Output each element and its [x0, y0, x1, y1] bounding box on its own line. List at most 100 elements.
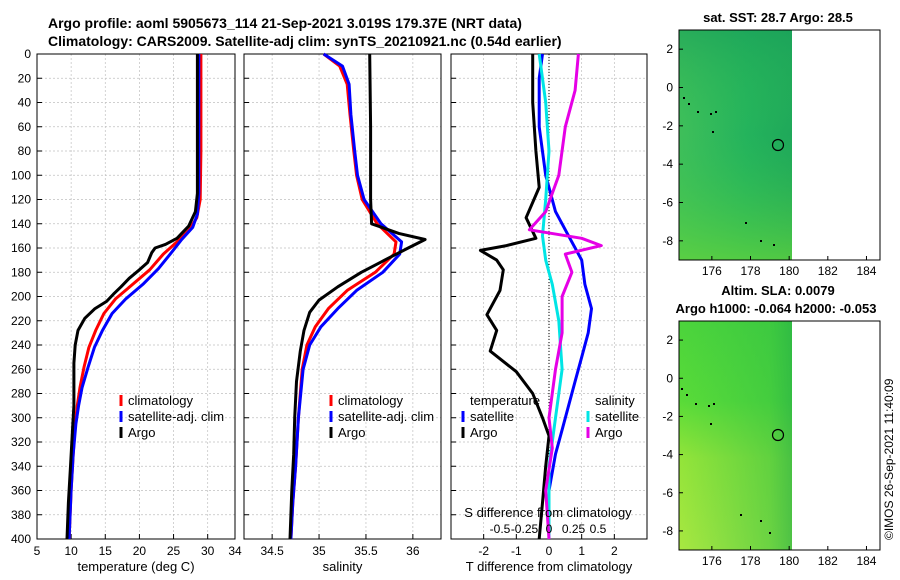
s-tick-label: 0.5	[590, 522, 607, 536]
s-difference-label: S difference from climatology	[464, 505, 632, 520]
s-tick-label: 0.25	[562, 522, 586, 536]
x-tick-label: 5	[34, 544, 41, 558]
x-tick-label: 20	[133, 544, 147, 558]
depth-tick-label: 120	[11, 193, 31, 207]
legend-label-climatology: climatology	[338, 393, 404, 408]
x-tick-label: 36	[406, 544, 420, 558]
depth-tick-label: 60	[18, 120, 32, 134]
sla-map-title-1: Altim. SLA: 0.0079	[721, 283, 834, 298]
s-tick-label: -0.5	[490, 522, 511, 536]
depth-tick-label: 40	[18, 96, 32, 110]
depth-tick-label: 0	[24, 47, 31, 61]
map-x-tick-label: 180	[779, 554, 799, 568]
depth-tick-label: 380	[11, 508, 31, 522]
legend-title-salinity: salinity	[595, 393, 635, 408]
map-y-tick-label: -4	[662, 448, 673, 462]
map-y-tick-label: -8	[662, 234, 673, 248]
map-y-tick-label: 2	[666, 333, 673, 347]
depth-tick-label: 320	[11, 435, 31, 449]
sst-map-ticks: 176 178 180 182 184 2 0 -2 -4 -6 -8	[662, 42, 876, 278]
series-line-temperature-argo	[478, 54, 551, 540]
map-x-tick-label: 182	[818, 264, 838, 278]
series-line-salinity-argo	[527, 53, 603, 540]
map-x-tick-label: 184	[856, 264, 876, 278]
map-y-tick-label: 0	[666, 371, 673, 385]
map-y-tick-label: 2	[666, 42, 673, 56]
s-tick-label: 0	[546, 522, 553, 536]
temperature-legend: climatology satellite-adj. clim Argo	[119, 393, 224, 440]
legend-label-satellite: satellite-adj. clim	[128, 409, 224, 424]
x-axis-label: salinity	[323, 559, 363, 574]
map-y-tick-label: -4	[662, 157, 673, 171]
sla-map-title-2: Argo h1000: -0.064 h2000: -0.053	[676, 301, 877, 316]
series-line-salinity-satellite	[537, 53, 564, 539]
sla-map-ticks: 176 178 180 182 184 2 0 -2 -4 -6 -8	[662, 333, 876, 568]
title-line-1: Argo profile: aoml 5905673_114 21-Sep-20…	[48, 15, 522, 31]
difference-panel: -2 -1 0 1 2T difference from climatology	[450, 53, 648, 574]
x-tick-label: 25	[167, 544, 181, 558]
map-x-tick-label: 176	[702, 554, 722, 568]
x-tick-label: 35	[312, 544, 326, 558]
map-y-tick-label: 0	[666, 81, 673, 95]
depth-tick-label: 80	[18, 144, 32, 158]
salinity-panel: 34.5 35 35.5 36 salinity	[243, 52, 442, 574]
series-line-argo	[288, 53, 427, 540]
sst-map: 176 178 180 182 184 2 0 -2 -4 -6 -8	[662, 29, 881, 278]
x-tick-label: 10	[64, 544, 78, 558]
x-tick-label: 34.5	[260, 544, 284, 558]
argo-position-marker	[771, 138, 785, 152]
x-axis-label: T difference from climatology	[466, 559, 633, 574]
map-y-tick-label: -8	[662, 524, 673, 538]
sst-map-title: sat. SST: 28.7 Argo: 28.5	[703, 10, 853, 25]
x-tick-label: 15	[99, 544, 113, 558]
map-y-tick-label: -6	[662, 196, 673, 210]
x-tick-label: 30	[201, 544, 215, 558]
legend-label-s-satellite: satellite	[595, 409, 639, 424]
x-tick-label: -1	[511, 544, 522, 558]
legend-title-temperature: temperature	[470, 393, 540, 408]
map-x-tick-label: 178	[740, 264, 760, 278]
legend-label-t-argo: Argo	[470, 425, 497, 440]
legend-label-satellite: satellite-adj. clim	[338, 409, 434, 424]
sla-islands	[681, 388, 771, 534]
x-tick-label: 1	[578, 544, 585, 558]
series-line-satellite-adj-clim	[67, 54, 201, 540]
s-tick-label: -0.25	[511, 522, 539, 536]
legend-label-argo: Argo	[128, 425, 155, 440]
map-x-tick-label: 176	[702, 264, 722, 278]
depth-tick-label: 240	[11, 338, 31, 352]
map-x-tick-label: 180	[779, 264, 799, 278]
legend-label-t-satellite: satellite	[470, 409, 514, 424]
salinity-legend: climatology satellite-adj. clim Argo	[329, 393, 434, 440]
s-difference-ticks: -0.5 -0.25 0 0.25 0.5	[490, 522, 607, 536]
legend-label-climatology: climatology	[128, 393, 194, 408]
argo-position-marker	[771, 428, 785, 442]
map-x-tick-label: 182	[818, 554, 838, 568]
depth-tick-label: 140	[11, 217, 31, 231]
difference-legend: temperature salinity satellite Argo sate…	[461, 393, 639, 440]
depth-tick-label: 260	[11, 362, 31, 376]
depth-tick-label: 180	[11, 265, 31, 279]
map-x-tick-label: 178	[740, 554, 760, 568]
temperature-panel: 5 10 15 20 25 30 34 temperature (deg C) 0 20 40 60 8…	[11, 47, 242, 574]
title-line-2: Climatology: CARS2009. Satellite-adj cli…	[48, 33, 562, 49]
series-line-satellite-adj-clim	[289, 52, 404, 540]
series-line-argo	[65, 54, 199, 540]
x-tick-label: 35.5	[354, 544, 378, 558]
map-y-tick-label: -2	[662, 119, 673, 133]
map-x-tick-label: 184	[856, 554, 876, 568]
depth-tick-label: 200	[11, 290, 31, 304]
legend-label-s-argo: Argo	[595, 425, 622, 440]
sst-islands	[683, 97, 775, 246]
depth-tick-label: 300	[11, 411, 31, 425]
depth-tick-label: 280	[11, 387, 31, 401]
depth-tick-label: 340	[11, 459, 31, 473]
copyright-stamp: ©IMOS 26-Sep-2021 11:40:09	[882, 378, 896, 540]
x-tick-label: 0	[546, 544, 553, 558]
depth-tick-label: 160	[11, 241, 31, 255]
x-axis-label: temperature (deg C)	[77, 559, 194, 574]
x-tick-label: 2	[611, 544, 618, 558]
legend-label-argo: Argo	[338, 425, 365, 440]
depth-tick-label: 20	[18, 71, 32, 85]
